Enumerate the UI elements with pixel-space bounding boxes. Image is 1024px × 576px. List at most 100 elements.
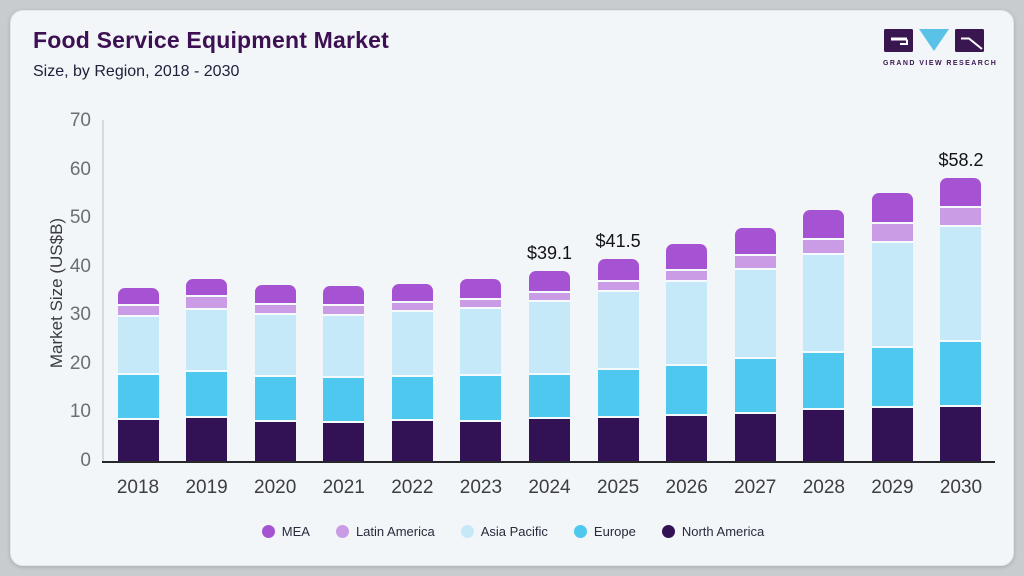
legend-marker-mea	[261, 525, 275, 538]
bar-segment-europe-2024[interactable]	[528, 374, 570, 420]
bar-segment-north-america-2028[interactable]	[803, 410, 845, 461]
bar-segment-north-america-2026[interactable]	[666, 415, 708, 461]
x-tick-2024: 2024	[528, 477, 571, 498]
legend-label-latin-america: Latin America	[355, 524, 435, 539]
bar-segment-asia-pacific-2024[interactable]	[528, 301, 570, 375]
chart-subtitle: Size, by Region, 2018 - 2030	[33, 63, 240, 80]
bar-segment-europe-2029[interactable]	[871, 348, 913, 408]
data-label-2025: $41.5	[595, 231, 641, 252]
legend-item-mea[interactable]: MEA	[261, 524, 310, 539]
bar-segment-asia-pacific-2027[interactable]	[734, 269, 776, 360]
bar-segment-mea-2029[interactable]	[871, 192, 913, 225]
bar-segment-asia-pacific-2029[interactable]	[871, 242, 913, 349]
bar-segment-mea-2026[interactable]	[666, 244, 708, 272]
bar-segment-latin-america-2020[interactable]	[254, 304, 296, 315]
bar-2019[interactable]	[186, 278, 228, 461]
bar-segment-mea-2020[interactable]	[254, 285, 296, 305]
bar-segment-mea-2024[interactable]	[528, 271, 570, 293]
bar-segment-north-america-2025[interactable]	[597, 418, 639, 461]
bar-segment-latin-america-2029[interactable]	[871, 224, 913, 243]
bar-segment-europe-2026[interactable]	[666, 366, 708, 416]
bar-segment-latin-america-2022[interactable]	[391, 302, 433, 312]
bar-segment-latin-america-2026[interactable]	[666, 271, 708, 282]
bar-segment-north-america-2018[interactable]	[117, 420, 159, 461]
bar-segment-north-america-2021[interactable]	[323, 422, 365, 461]
bar-2025[interactable]	[597, 259, 639, 461]
bar-segment-latin-america-2019[interactable]	[186, 296, 228, 310]
bar-segment-north-america-2019[interactable]	[186, 417, 228, 461]
y-axis-line	[102, 120, 104, 462]
bar-segment-north-america-2022[interactable]	[391, 421, 433, 461]
bar-segment-europe-2027[interactable]	[734, 359, 776, 415]
bar-segment-asia-pacific-2021[interactable]	[323, 315, 365, 378]
bar-segment-europe-2025[interactable]	[597, 370, 639, 419]
bar-segment-mea-2019[interactable]	[186, 278, 228, 297]
legend-item-north-america[interactable]: North America	[661, 524, 764, 539]
bar-segment-europe-2020[interactable]	[254, 377, 296, 422]
bar-segment-asia-pacific-2028[interactable]	[803, 254, 845, 354]
bar-segment-asia-pacific-2025[interactable]	[597, 291, 639, 371]
legend-item-asia-pacific[interactable]: Asia Pacific	[460, 524, 548, 539]
bar-segment-latin-america-2018[interactable]	[117, 305, 159, 317]
bar-segment-latin-america-2025[interactable]	[597, 281, 639, 292]
bar-segment-mea-2030[interactable]	[940, 178, 982, 209]
data-label-2030: $58.2	[938, 150, 984, 171]
bar-segment-asia-pacific-2020[interactable]	[254, 314, 296, 378]
legend-marker-europe	[573, 525, 587, 538]
bar-segment-latin-america-2030[interactable]	[940, 208, 982, 228]
bar-segment-mea-2021[interactable]	[323, 285, 365, 306]
bar-2018[interactable]	[117, 287, 159, 461]
bar-segment-latin-america-2021[interactable]	[323, 305, 365, 316]
bar-2020[interactable]	[254, 285, 296, 461]
bar-segment-latin-america-2024[interactable]	[528, 292, 570, 302]
bar-segment-europe-2028[interactable]	[803, 353, 845, 411]
bar-segment-europe-2022[interactable]	[391, 377, 433, 422]
legend-marker-asia-pacific	[460, 525, 474, 538]
bar-segment-europe-2021[interactable]	[323, 377, 365, 423]
bar-segment-europe-2019[interactable]	[186, 371, 228, 418]
x-tick-2028: 2028	[802, 477, 845, 498]
bar-segment-asia-pacific-2030[interactable]	[940, 227, 982, 342]
y-tick-0: 0	[80, 450, 91, 471]
bar-segment-mea-2027[interactable]	[734, 228, 776, 256]
x-tick-2027: 2027	[734, 477, 777, 498]
bar-segment-asia-pacific-2022[interactable]	[391, 311, 433, 378]
bar-segment-asia-pacific-2023[interactable]	[460, 309, 502, 377]
bar-segment-north-america-2029[interactable]	[871, 407, 913, 461]
bar-2028[interactable]	[803, 210, 845, 461]
bar-2023[interactable]	[460, 279, 502, 461]
bar-2022[interactable]	[391, 284, 433, 461]
bar-segment-mea-2018[interactable]	[117, 287, 159, 306]
gvr-logo: GRAND VIEW RESEARCH	[883, 27, 996, 67]
bar-segment-mea-2022[interactable]	[391, 284, 433, 303]
bar-2027[interactable]	[734, 228, 776, 461]
bar-segment-europe-2018[interactable]	[117, 374, 159, 421]
bar-2021[interactable]	[323, 285, 365, 461]
bar-segment-mea-2025[interactable]	[597, 259, 639, 282]
bar-2026[interactable]	[666, 244, 708, 461]
bar-segment-latin-america-2023[interactable]	[460, 300, 502, 310]
bar-segment-north-america-2023[interactable]	[460, 421, 502, 461]
bar-segment-europe-2030[interactable]	[940, 341, 982, 408]
bar-segment-asia-pacific-2026[interactable]	[666, 281, 708, 367]
bar-segment-north-america-2020[interactable]	[254, 421, 296, 461]
chart-card: Food Service Equipment Market Size, by R…	[10, 10, 1014, 566]
bar-2024[interactable]	[528, 271, 570, 461]
legend-item-latin-america[interactable]: Latin America	[335, 524, 435, 539]
bar-segment-mea-2028[interactable]	[803, 210, 845, 240]
bar-segment-asia-pacific-2019[interactable]	[186, 309, 228, 372]
legend-item-europe[interactable]: Europe	[573, 524, 636, 539]
x-axis-line	[102, 461, 995, 463]
bar-segment-north-america-2027[interactable]	[734, 414, 776, 461]
bar-segment-latin-america-2028[interactable]	[803, 239, 845, 255]
bar-segment-europe-2023[interactable]	[460, 376, 502, 422]
data-label-2024: $39.1	[526, 243, 572, 264]
bar-2030[interactable]	[940, 178, 982, 461]
bar-segment-north-america-2024[interactable]	[528, 419, 570, 461]
bar-segment-north-america-2030[interactable]	[940, 407, 982, 461]
bar-segment-mea-2023[interactable]	[460, 279, 502, 301]
bar-2029[interactable]	[871, 192, 913, 461]
legend-label-asia-pacific: Asia Pacific	[480, 524, 548, 539]
bar-segment-asia-pacific-2018[interactable]	[117, 316, 159, 375]
bar-segment-latin-america-2027[interactable]	[734, 256, 776, 270]
